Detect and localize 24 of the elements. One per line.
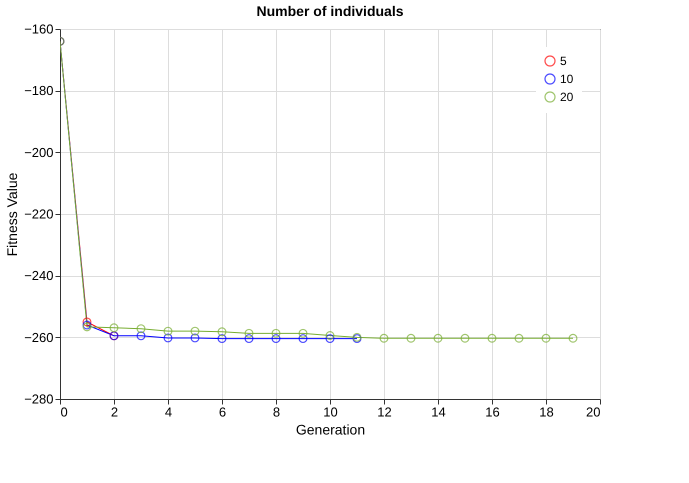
x-tick-label: 14 — [431, 404, 446, 420]
y-tick-label: −200 — [24, 144, 54, 160]
y-tick-label: −260 — [24, 330, 54, 345]
x-tick-label: 8 — [272, 404, 280, 420]
x-tick-label: 16 — [485, 404, 500, 420]
legend-label: 5 — [560, 54, 567, 68]
legend-label: 20 — [560, 90, 574, 104]
x-tick-label: 4 — [164, 404, 172, 420]
x-tick-label: 18 — [539, 404, 554, 420]
x-tick-label: 10 — [323, 404, 338, 420]
x-tick-label: 6 — [218, 404, 226, 420]
x-tick-label: 20 — [586, 404, 600, 420]
y-tick-label: −240 — [24, 268, 54, 284]
x-tick-label: 2 — [110, 404, 118, 420]
x-tick-label: 12 — [377, 404, 392, 420]
y-tick-label: −180 — [24, 83, 54, 98]
y-tick-label: −160 — [24, 22, 54, 36]
legend-label: 10 — [560, 72, 574, 86]
y-tick-label: −220 — [24, 206, 54, 222]
y-tick-label: −280 — [24, 392, 54, 406]
chart-title: Number of individuals — [256, 3, 404, 19]
x-tick-label: 0 — [60, 404, 68, 420]
x-axis-title: Generation — [296, 422, 366, 438]
y-axis-title: Fitness Value — [4, 172, 20, 256]
